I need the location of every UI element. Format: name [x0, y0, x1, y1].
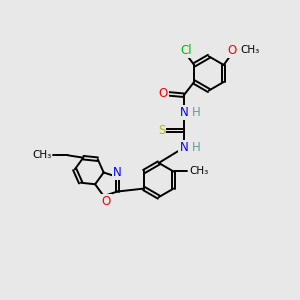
Text: CH₃: CH₃: [240, 45, 260, 55]
Text: N: N: [179, 106, 188, 119]
Text: Cl: Cl: [180, 44, 192, 57]
Text: S: S: [158, 124, 165, 137]
Text: O: O: [159, 87, 168, 100]
Text: N: N: [113, 166, 122, 179]
Text: O: O: [227, 44, 236, 57]
Text: CH₃: CH₃: [32, 150, 51, 160]
Text: H: H: [192, 141, 201, 154]
Text: O: O: [101, 194, 111, 208]
Text: N: N: [179, 141, 188, 154]
Text: H: H: [192, 106, 201, 119]
Text: CH₃: CH₃: [190, 167, 209, 176]
